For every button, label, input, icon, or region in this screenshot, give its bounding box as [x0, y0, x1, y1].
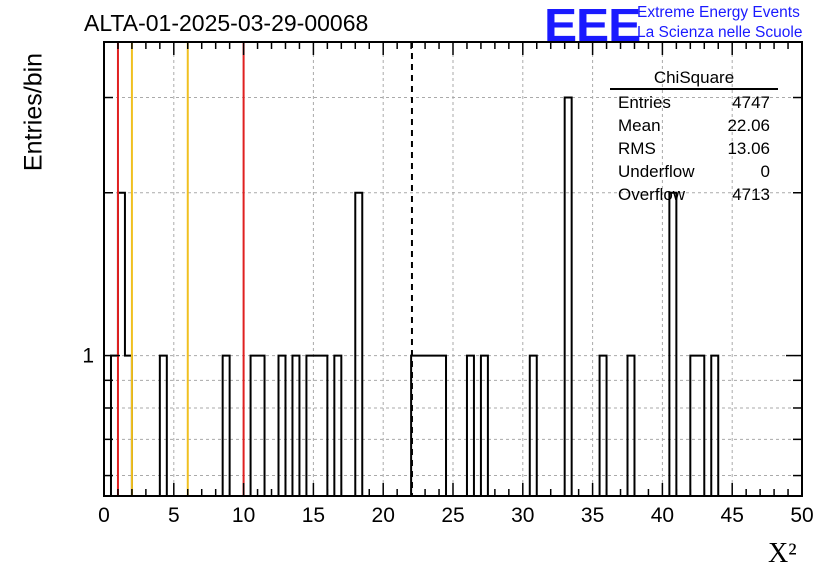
y-tick-label: 1 [82, 345, 94, 368]
histogram-bin [565, 98, 572, 496]
x-tick-label: 50 [790, 504, 813, 527]
histogram-bin [481, 356, 488, 496]
histogram-bin [118, 193, 125, 496]
histogram-bin [697, 356, 704, 496]
histogram-bin [320, 356, 327, 496]
x-tick-label: 25 [441, 504, 464, 527]
eee-logo-mark: EEE [544, 0, 641, 51]
histogram-bin [223, 356, 230, 496]
stats-row-mean: Mean 22.06 [612, 114, 778, 137]
stats-label: Entries [618, 93, 671, 112]
stats-label: Overflow [618, 185, 686, 204]
x-tick-label: 20 [372, 504, 395, 527]
histogram-bin [306, 356, 313, 496]
x-tick-label: 0 [98, 504, 110, 527]
chart-title: ALTA-01-2025-03-29-00068 [84, 10, 369, 36]
histogram-bin [690, 356, 697, 496]
histogram-bin [292, 356, 299, 496]
x-tick-label: 30 [511, 504, 534, 527]
histogram-bin [313, 356, 320, 496]
stats-value: 4713 [732, 185, 770, 204]
histogram-bin [530, 356, 537, 496]
histogram-bin [125, 356, 132, 496]
histogram-bin [439, 356, 446, 496]
histogram-bin [279, 356, 286, 496]
x-axis-label: X² [768, 538, 797, 569]
stats-value: 4747 [732, 93, 770, 112]
histogram-bin [600, 356, 607, 496]
stats-row-underflow: Underflow 0 [612, 160, 778, 183]
stats-value: 0 [760, 162, 770, 181]
histogram-outline [109, 96, 720, 496]
x-tick-label: 35 [581, 504, 604, 527]
stats-label: Mean [618, 116, 661, 135]
stats-row-entries: Entries 4747 [612, 91, 778, 114]
histogram-bin [432, 356, 439, 496]
x-tick-label: 10 [232, 504, 255, 527]
histogram-bin [467, 356, 474, 496]
stats-value: 13.06 [727, 139, 770, 158]
histogram-bin [669, 193, 676, 496]
logo-line-1: Extreme Energy Events [637, 4, 800, 21]
histogram-bin [334, 356, 341, 496]
stats-row-rms: RMS 13.06 [612, 137, 778, 160]
x-tick-label: 15 [302, 504, 325, 527]
histogram-bin [418, 356, 425, 496]
stats-box-title: ChiSquare [610, 68, 778, 90]
stats-label: Underflow [618, 162, 695, 181]
histogram-bin [711, 356, 718, 496]
histogram-bin [160, 356, 167, 496]
x-tick-label: 5 [168, 504, 180, 527]
stats-label: RMS [618, 139, 656, 158]
histogram-bin [258, 356, 265, 496]
stats-row-overflow: Overflow 4713 [612, 183, 778, 206]
x-tick-label: 40 [651, 504, 674, 527]
logo-line-2: La Scienza nelle Scuole [637, 24, 803, 41]
stats-value: 22.06 [727, 116, 770, 135]
x-tick-label: 45 [721, 504, 744, 527]
histogram-bin [251, 356, 258, 496]
histogram-bin [425, 356, 432, 496]
histogram-bin [355, 193, 362, 496]
stats-box: ChiSquare Entries 4747 Mean 22.06 RMS 13… [610, 68, 778, 206]
histogram-bin [628, 356, 635, 496]
